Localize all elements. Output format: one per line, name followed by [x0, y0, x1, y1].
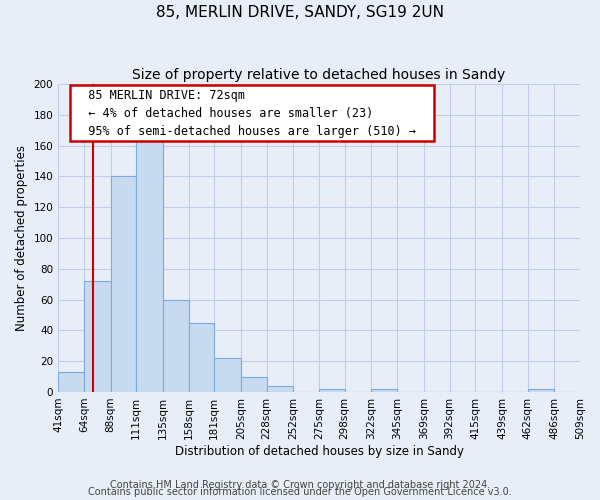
- Title: Size of property relative to detached houses in Sandy: Size of property relative to detached ho…: [133, 68, 506, 82]
- Text: Contains HM Land Registry data © Crown copyright and database right 2024.: Contains HM Land Registry data © Crown c…: [110, 480, 490, 490]
- Y-axis label: Number of detached properties: Number of detached properties: [15, 145, 28, 331]
- Text: 85 MERLIN DRIVE: 72sqm  
  ← 4% of detached houses are smaller (23)  
  95% of s: 85 MERLIN DRIVE: 72sqm ← 4% of detached …: [74, 88, 430, 138]
- X-axis label: Distribution of detached houses by size in Sandy: Distribution of detached houses by size …: [175, 444, 464, 458]
- Bar: [163, 300, 188, 392]
- Bar: [241, 376, 266, 392]
- Text: Contains public sector information licensed under the Open Government Licence v3: Contains public sector information licen…: [88, 487, 512, 497]
- Bar: [319, 389, 345, 392]
- Bar: [84, 281, 110, 392]
- Bar: [58, 372, 84, 392]
- Bar: [214, 358, 241, 392]
- Bar: [527, 389, 554, 392]
- Bar: [136, 138, 163, 392]
- Bar: [266, 386, 293, 392]
- Bar: [110, 176, 136, 392]
- Bar: [371, 389, 397, 392]
- Text: 85, MERLIN DRIVE, SANDY, SG19 2UN: 85, MERLIN DRIVE, SANDY, SG19 2UN: [156, 5, 444, 20]
- Bar: [188, 322, 214, 392]
